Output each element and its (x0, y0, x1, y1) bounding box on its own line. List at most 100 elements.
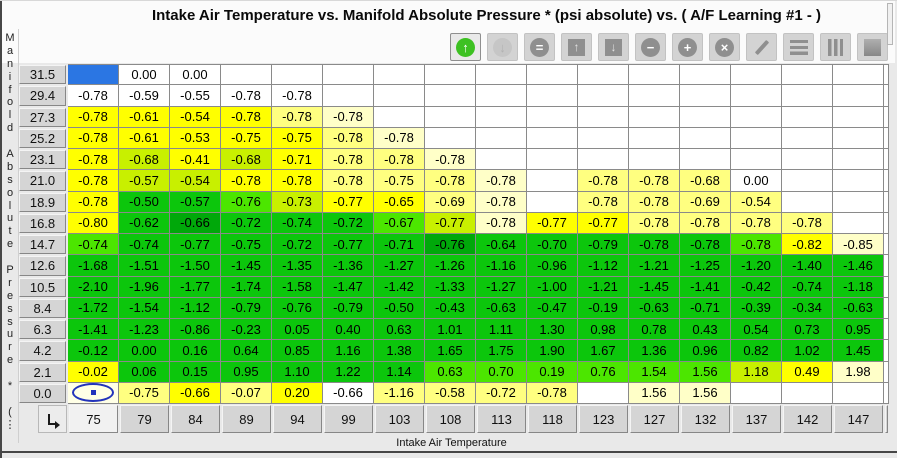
circle-up-arrow-button[interactable]: ↑ (450, 33, 481, 61)
cell-27.3-89[interactable]: -0.78 (221, 106, 272, 128)
col-header-89[interactable]: 89 (221, 405, 272, 433)
row-header-4.2[interactable]: 4.2 (19, 340, 68, 361)
cell-2.1-137[interactable]: 1.18 (731, 361, 782, 383)
cell-31.5-103[interactable] (374, 64, 425, 86)
cell-8.4-108[interactable]: -0.43 (425, 297, 476, 319)
cell-8.4-137[interactable]: -0.39 (731, 297, 782, 319)
cell-12.6-75[interactable]: -1.68 (68, 255, 119, 277)
cell-4.2-147[interactable]: 1.45 (833, 340, 884, 362)
cell-10.5-103[interactable]: -1.42 (374, 276, 425, 298)
cell-16.8-118[interactable]: -0.77 (527, 212, 578, 234)
col-header-75[interactable]: 75 (68, 405, 119, 433)
cell-27.3-137[interactable] (731, 106, 782, 128)
cell-8.4-75[interactable]: -1.72 (68, 297, 119, 319)
cell-16.8-89[interactable]: -0.72 (221, 212, 272, 234)
cell-6.3-103[interactable]: 0.63 (374, 319, 425, 341)
cell-12.6-137[interactable]: -1.20 (731, 255, 782, 277)
col-header-132[interactable]: 132 (680, 405, 731, 433)
col-header-142[interactable]: 142 (782, 405, 833, 433)
cell-0.0-89[interactable]: -0.07 (221, 382, 272, 404)
cell-2.1-147[interactable]: 1.98 (833, 361, 884, 383)
cell-18.9-118[interactable] (527, 191, 578, 213)
cell-16.8-79[interactable]: -0.62 (119, 212, 170, 234)
cell-14.7-89[interactable]: -0.75 (221, 234, 272, 256)
cell-27.3-84[interactable]: -0.54 (170, 106, 221, 128)
cell-25.2-137[interactable] (731, 127, 782, 149)
cell-18.9-137[interactable]: -0.54 (731, 191, 782, 213)
cell-21.0-99[interactable]: -0.78 (323, 170, 374, 192)
cell-21.0-108[interactable]: -0.78 (425, 170, 476, 192)
cell-8.4-147[interactable]: -0.63 (833, 297, 884, 319)
row-header-16.8[interactable]: 16.8 (19, 213, 68, 234)
cell-16.8-103[interactable]: -0.67 (374, 212, 425, 234)
cell-16.8-127[interactable]: -0.78 (629, 212, 680, 234)
cell-10.5-79[interactable]: -1.96 (119, 276, 170, 298)
cell-0.0-79[interactable]: -0.75 (119, 382, 170, 404)
cell-18.9-75[interactable]: -0.78 (68, 191, 119, 213)
cell-10.5-118[interactable]: -1.00 (527, 276, 578, 298)
cell-23.1-147[interactable] (833, 149, 884, 171)
cell-25.2-118[interactable] (527, 127, 578, 149)
cell-27.3-75[interactable]: -0.78 (68, 106, 119, 128)
circle-x-button[interactable]: × (709, 33, 740, 61)
cell-31.5-127[interactable] (629, 64, 680, 86)
row-header-0.0[interactable]: 0.0 (19, 383, 68, 404)
cell-31.5-147[interactable] (833, 64, 884, 86)
cell-16.8-84[interactable]: -0.66 (170, 212, 221, 234)
cell-12.6-94[interactable]: -1.35 (272, 255, 323, 277)
cell-12.6-89[interactable]: -1.45 (221, 255, 272, 277)
row-header-25.2[interactable]: 25.2 (19, 128, 68, 149)
cell-4.2-137[interactable]: 0.82 (731, 340, 782, 362)
cell-23.1-132[interactable] (680, 149, 731, 171)
cell-23.1-137[interactable] (731, 149, 782, 171)
cell-31.5-142[interactable] (782, 64, 833, 86)
cell-2.1-79[interactable]: 0.06 (119, 361, 170, 383)
row-header-23.1[interactable]: 23.1 (19, 149, 68, 170)
circle-equals-button[interactable]: = (524, 33, 555, 61)
cell-31.5-123[interactable] (578, 64, 629, 86)
axis-corner-button[interactable] (19, 405, 68, 433)
cell-2.1-75[interactable]: -0.02 (68, 361, 119, 383)
cell-14.7-75[interactable]: -0.74 (68, 234, 119, 256)
cell-29.4-132[interactable] (680, 85, 731, 107)
cell-0.0-147[interactable] (833, 382, 884, 404)
cell-25.2-79[interactable]: -0.61 (119, 127, 170, 149)
circle-down-arrow-button[interactable]: ↓ (487, 33, 518, 61)
cell-4.2-113[interactable]: 1.75 (476, 340, 527, 362)
cell-14.7-142[interactable]: -0.82 (782, 234, 833, 256)
cell-29.4-147[interactable] (833, 85, 884, 107)
cell-18.9-103[interactable]: -0.65 (374, 191, 425, 213)
cell-18.9-84[interactable]: -0.57 (170, 191, 221, 213)
cell-16.8-99[interactable]: -0.72 (323, 212, 374, 234)
cell-12.6-99[interactable]: -1.36 (323, 255, 374, 277)
cell-10.5-113[interactable]: -1.27 (476, 276, 527, 298)
cell-6.3-123[interactable]: 0.98 (578, 319, 629, 341)
cell-10.5-99[interactable]: -1.47 (323, 276, 374, 298)
row-header-14.7[interactable]: 14.7 (19, 234, 68, 255)
cell-4.2-94[interactable]: 0.85 (272, 340, 323, 362)
cell-12.6-147[interactable]: -1.46 (833, 255, 884, 277)
cell-25.2-94[interactable]: -0.75 (272, 127, 323, 149)
row-header-12.6[interactable]: 12.6 (19, 255, 68, 276)
cell-12.6-127[interactable]: -1.21 (629, 255, 680, 277)
cell-0.0-137[interactable] (731, 382, 782, 404)
cell-27.3-118[interactable] (527, 106, 578, 128)
cell-29.4-108[interactable] (425, 85, 476, 107)
cell-10.5-89[interactable]: -1.74 (221, 276, 272, 298)
cell-21.0-79[interactable]: -0.57 (119, 170, 170, 192)
cell-25.2-89[interactable]: -0.75 (221, 127, 272, 149)
cell-18.9-79[interactable]: -0.50 (119, 191, 170, 213)
col-header-118[interactable]: 118 (527, 405, 578, 433)
row-header-21.0[interactable]: 21.0 (19, 170, 68, 191)
cell-2.1-142[interactable]: 0.49 (782, 361, 833, 383)
cell-27.3-79[interactable]: -0.61 (119, 106, 170, 128)
row-header-10.5[interactable]: 10.5 (19, 277, 68, 298)
cell-23.1-79[interactable]: -0.68 (119, 149, 170, 171)
cell-31.5-99[interactable] (323, 64, 374, 86)
cell-31.5-84[interactable]: 0.00 (170, 64, 221, 86)
cell-23.1-108[interactable]: -0.78 (425, 149, 476, 171)
cell-21.0-84[interactable]: -0.54 (170, 170, 221, 192)
scrollbar-fragment[interactable] (887, 3, 893, 45)
cell-8.4-103[interactable]: -0.50 (374, 297, 425, 319)
cell-31.5-118[interactable] (527, 64, 578, 86)
